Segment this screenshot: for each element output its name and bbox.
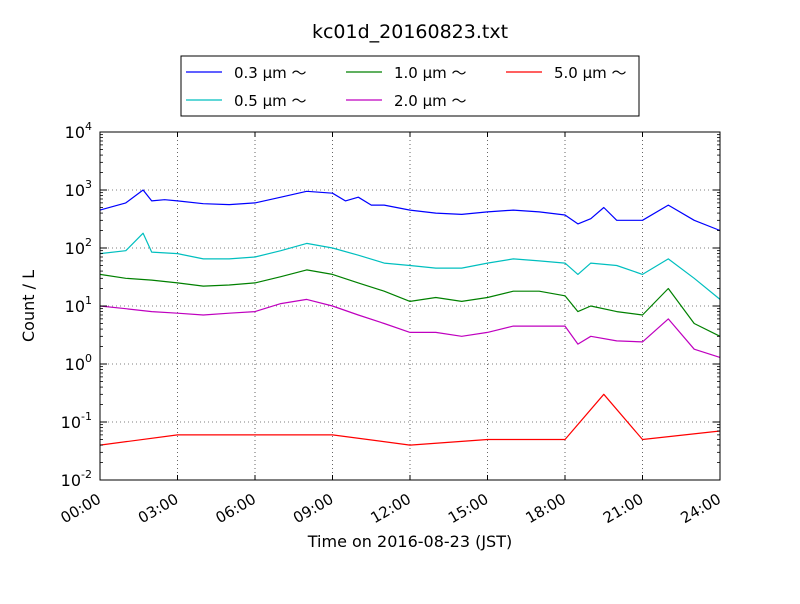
legend-box xyxy=(180,55,640,117)
x-tick-label: 18:00 xyxy=(523,490,569,527)
legend-label: 1.0 μm ～ xyxy=(394,64,467,82)
x-axis-label: Time on 2016-08-23 (JST) xyxy=(307,532,512,551)
chart-title: kc01d_20160823.txt xyxy=(312,21,508,43)
series-line-3 xyxy=(99,269,721,337)
y-tick-label: 100 xyxy=(65,352,92,374)
y-tick-label: 104 xyxy=(65,120,92,142)
y-axis-label: Count / L xyxy=(19,270,38,342)
legend-label: 2.0 μm ～ xyxy=(394,92,467,110)
grid-lines xyxy=(100,132,720,480)
series-line-5 xyxy=(99,393,721,446)
x-tick-label: 00:00 xyxy=(58,490,104,527)
x-tick-label: 06:00 xyxy=(213,490,259,527)
series-line-1 xyxy=(99,189,721,232)
x-tick-label: 12:00 xyxy=(368,490,414,527)
series-line-2 xyxy=(99,232,721,300)
y-tick-label: 101 xyxy=(65,294,92,316)
y-tick-label: 10-2 xyxy=(61,468,92,490)
series-layer xyxy=(99,189,721,446)
legend-label: 0.5 μm ～ xyxy=(234,92,307,110)
series-line-4 xyxy=(99,298,721,358)
legend-label: 5.0 μm ～ xyxy=(554,64,627,82)
x-tick-label: 21:00 xyxy=(600,490,646,527)
x-tick-label: 09:00 xyxy=(290,490,336,527)
x-tick-label: 24:00 xyxy=(678,490,724,527)
x-tick-label: 15:00 xyxy=(445,490,491,527)
axis-ticks: 00:00 03:00 06:00 09:00 12:00 15:00 18:00 21:00… xyxy=(58,120,724,527)
x-tick-label: 03:00 xyxy=(135,490,181,527)
y-tick-label: 102 xyxy=(65,236,92,258)
y-tick-label: 10-1 xyxy=(61,410,92,432)
legend-label: 0.3 μm ～ xyxy=(234,64,307,82)
y-tick-label: 103 xyxy=(65,178,92,200)
legend: 0.3 μm ～ 0.5 μm ～ 1.0 μm ～ 2.0 μm ～ 5.0 μm ～ xyxy=(180,55,640,117)
